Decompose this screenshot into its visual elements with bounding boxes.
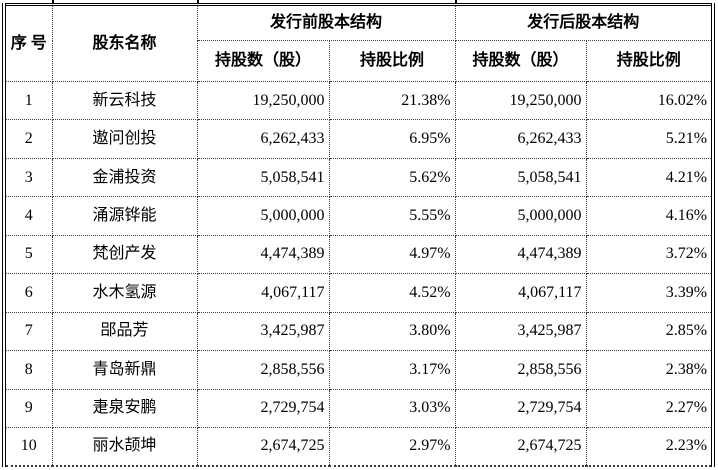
table-row: 9 疌泉安鹏 2,729,754 3.03% 2,729,754 2.27% (3, 388, 714, 428)
cell-post-shares: 4,067,117 (454, 273, 587, 313)
cell-shareholder-name: 疌泉安鹏 (51, 388, 198, 428)
header-shareholder-name: 股东名称 (51, 4, 198, 82)
cell-post-ratio: 3.72% (585, 234, 714, 275)
cell-serial-number: 8 (3, 350, 53, 390)
cell-serial-number: 7 (3, 311, 53, 352)
table-row: 10 丽水颉坤 2,674,725 2.97% 2,674,725 2.23% (3, 426, 714, 467)
table-row: 1 新云科技 19,250,000 21.38% 19,250,000 16.0… (3, 80, 714, 121)
cell-serial-number: 2 (3, 119, 53, 159)
cell-post-shares: 19,250,000 (454, 80, 587, 121)
cell-shareholder-name: 郘品芳 (51, 311, 198, 352)
cell-pre-shares: 5,000,000 (196, 196, 330, 236)
cell-pre-ratio: 3.17% (328, 350, 456, 390)
cell-post-shares: 5,058,541 (454, 157, 587, 198)
cell-post-shares: 4,474,389 (454, 234, 587, 275)
cell-post-shares: 2,674,725 (454, 426, 587, 467)
table-row: 3 金浦投资 5,058,541 5.62% 5,058,541 4.21% (3, 157, 714, 198)
header-pre-issuance-group: 发行前股本结构 (196, 4, 456, 41)
cell-serial-number: 9 (3, 388, 53, 428)
cell-pre-shares: 6,262,433 (196, 119, 330, 159)
cell-pre-ratio: 3.80% (328, 311, 456, 352)
cell-pre-shares: 2,674,725 (196, 426, 330, 467)
cell-post-ratio: 2.85% (585, 311, 714, 352)
table-body: 1 新云科技 19,250,000 21.38% 19,250,000 16.0… (3, 80, 714, 467)
cell-post-ratio: 4.21% (585, 157, 714, 198)
cell-serial-number: 6 (3, 273, 53, 313)
header-pre-ratio: 持股比例 (328, 40, 456, 82)
table-row: 6 水木氢源 4,067,117 4.52% 4,067,117 3.39% (3, 273, 714, 313)
cell-serial-number: 1 (3, 80, 53, 121)
cell-pre-shares: 5,058,541 (196, 157, 330, 198)
cell-shareholder-name: 遨问创投 (51, 119, 198, 159)
cell-pre-ratio: 5.62% (328, 157, 456, 198)
cell-post-ratio: 16.02% (585, 80, 714, 121)
header-pre-shares: 持股数（股） (196, 40, 330, 82)
table-row: 4 涌源铧能 5,000,000 5.55% 5,000,000 4.16% (3, 196, 714, 236)
cell-post-shares: 2,858,556 (454, 350, 587, 390)
cell-shareholder-name: 涌源铧能 (51, 196, 198, 236)
cell-serial-number: 5 (3, 234, 53, 275)
cell-pre-ratio: 5.55% (328, 196, 456, 236)
cell-post-ratio: 2.27% (585, 388, 714, 428)
cell-post-shares: 5,000,000 (454, 196, 587, 236)
cell-post-ratio: 2.38% (585, 350, 714, 390)
cell-pre-ratio: 4.97% (328, 234, 456, 275)
cell-pre-shares: 2,729,754 (196, 388, 330, 428)
cell-serial-number: 3 (3, 157, 53, 198)
cell-pre-ratio: 4.52% (328, 273, 456, 313)
cell-pre-ratio: 3.03% (328, 388, 456, 428)
shareholding-structure-table: 序 号 股东名称 发行前股本结构 发行后股本结构 持股数（股） 持股比例 持股数… (2, 3, 716, 467)
cell-pre-ratio: 6.95% (328, 119, 456, 159)
cell-post-ratio: 2.23% (585, 426, 714, 467)
cell-pre-shares: 4,067,117 (196, 273, 330, 313)
cell-pre-shares: 19,250,000 (196, 80, 330, 121)
cell-shareholder-name: 金浦投资 (51, 157, 198, 198)
table-row: 2 遨问创投 6,262,433 6.95% 6,262,433 5.21% (3, 119, 714, 159)
table-row: 5 梵创产发 4,474,389 4.97% 4,474,389 3.72% (3, 234, 714, 275)
cell-shareholder-name: 水木氢源 (51, 273, 198, 313)
header-post-shares: 持股数（股） (454, 40, 587, 82)
cell-shareholder-name: 丽水颉坤 (51, 426, 198, 467)
header-row-groups: 序 号 股东名称 发行前股本结构 发行后股本结构 (3, 4, 714, 82)
table-header: 序 号 股东名称 发行前股本结构 发行后股本结构 持股数（股） 持股比例 持股数… (3, 4, 714, 82)
cell-post-shares: 2,729,754 (454, 388, 587, 428)
header-post-ratio: 持股比例 (585, 40, 714, 82)
cell-shareholder-name: 新云科技 (51, 80, 198, 121)
cell-post-ratio: 5.21% (585, 119, 714, 159)
cell-pre-ratio: 2.97% (328, 426, 456, 467)
cell-post-ratio: 3.39% (585, 273, 714, 313)
cell-pre-shares: 2,858,556 (196, 350, 330, 390)
cell-pre-shares: 3,425,987 (196, 311, 330, 352)
table-row: 7 郘品芳 3,425,987 3.80% 3,425,987 2.85% (3, 311, 714, 352)
cell-serial-number: 10 (3, 426, 53, 467)
cell-pre-ratio: 21.38% (328, 80, 456, 121)
cell-pre-shares: 4,474,389 (196, 234, 330, 275)
cell-post-ratio: 4.16% (585, 196, 714, 236)
header-post-issuance-group: 发行后股本结构 (454, 4, 714, 41)
cell-shareholder-name: 梵创产发 (51, 234, 198, 275)
header-serial-number: 序 号 (3, 4, 53, 82)
cell-serial-number: 4 (3, 196, 53, 236)
cell-post-shares: 6,262,433 (454, 119, 587, 159)
cell-shareholder-name: 青岛新鼎 (51, 350, 198, 390)
cell-post-shares: 3,425,987 (454, 311, 587, 352)
table-row: 8 青岛新鼎 2,858,556 3.17% 2,858,556 2.38% (3, 350, 714, 390)
